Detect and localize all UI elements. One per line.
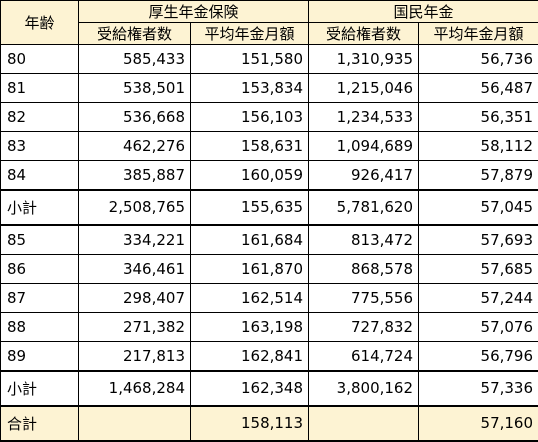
age-cell: 82 (0, 101, 79, 132)
value-cell: 162,348 (189, 369, 310, 407)
header-row: 年齢 厚生年金保険 国民年金 (0, 0, 538, 45)
value-cell: 813,472 (308, 224, 420, 255)
value-cell: 926,417 (308, 159, 420, 191)
table-row: 82 536,668 156,103 1,234,533 56,351 (0, 101, 538, 132)
value-cell: 614,724 (308, 340, 420, 372)
age-cell: 80 (0, 44, 79, 74)
table-row: 84 385,887 160,059 926,417 57,879 (0, 159, 538, 191)
table-row: 87 298,407 162,514 775,556 57,244 (0, 282, 538, 313)
value-cell: 536,668 (78, 101, 191, 132)
value-cell: 868,578 (308, 253, 420, 284)
group-header: 厚生年金保険 (77, 0, 310, 23)
column-header: 受給権者数 (78, 22, 191, 45)
value-cell: 1,215,046 (308, 72, 420, 103)
table-row: 81 538,501 153,834 1,215,046 56,487 (0, 72, 538, 103)
age-cell: 84 (0, 159, 79, 191)
value-cell: 5,781,620 (308, 188, 420, 226)
value-cell: 271,382 (78, 311, 191, 342)
value-cell: 385,887 (78, 159, 191, 191)
value-cell (78, 404, 191, 442)
table-body: 80 585,433 151,580 1,310,935 56,736 81 538,501… (0, 44, 538, 442)
table-row: 小計 1,468,284 162,348 3,800,162 57,336 (0, 369, 538, 407)
value-cell: 462,276 (78, 130, 191, 161)
value-cell: 161,870 (189, 253, 310, 284)
column-header: 平均年金月額 (418, 22, 538, 45)
value-cell: 160,059 (189, 159, 310, 191)
value-cell: 56,736 (418, 44, 538, 74)
header-row: 受給権者数 平均年金月額 受給権者数 平均年金月額 (1, 22, 538, 45)
value-cell: 57,045 (418, 188, 538, 226)
table-row: 88 271,382 163,198 727,832 57,076 (0, 311, 538, 342)
table-header: 年齢 厚生年金保険 国民年金 受給権者数 平均年金月額 受給権者数 平均年金月額 (0, 0, 538, 45)
value-cell: 1,310,935 (308, 44, 420, 74)
table-row: 83 462,276 158,631 1,094,689 58,112 (0, 130, 538, 161)
table-row: 86 346,461 161,870 868,578 57,685 (0, 253, 538, 284)
value-cell: 153,834 (189, 72, 310, 103)
age-cell: 87 (0, 282, 79, 313)
value-cell: 162,514 (189, 282, 310, 313)
value-cell: 163,198 (189, 311, 310, 342)
age-cell: 83 (0, 130, 79, 161)
value-cell: 727,832 (308, 311, 420, 342)
value-cell: 775,556 (308, 282, 420, 313)
value-cell: 158,113 (189, 404, 310, 442)
column-header: 受給権者数 (308, 22, 420, 45)
value-cell: 334,221 (78, 224, 191, 255)
table-row: 合計 158,113 57,160 (0, 404, 538, 442)
table-row: 89 217,813 162,841 614,724 56,796 (0, 340, 538, 372)
value-cell: 217,813 (78, 340, 191, 372)
group-header: 国民年金 (308, 0, 538, 23)
table-row: 85 334,221 161,684 813,472 57,693 (0, 224, 538, 255)
age-cell: 合計 (0, 404, 79, 442)
value-cell: 57,160 (418, 404, 538, 442)
value-cell: 155,635 (189, 188, 310, 226)
value-cell: 57,693 (418, 224, 538, 255)
value-cell: 162,841 (189, 340, 310, 372)
table-row: 80 585,433 151,580 1,310,935 56,736 (0, 44, 538, 74)
age-cell: 85 (0, 224, 79, 255)
value-cell: 56,351 (418, 101, 538, 132)
value-cell: 57,336 (418, 369, 538, 407)
value-cell: 56,487 (418, 72, 538, 103)
value-cell: 538,501 (78, 72, 191, 103)
value-cell: 57,685 (418, 253, 538, 284)
value-cell: 1,094,689 (308, 130, 420, 161)
value-cell: 57,244 (418, 282, 538, 313)
value-cell (308, 404, 420, 442)
age-cell: 81 (0, 72, 79, 103)
value-cell: 57,879 (418, 159, 538, 191)
column-header: 平均年金月額 (189, 22, 310, 45)
age-cell: 小計 (0, 369, 79, 407)
table-row: 小計 2,508,765 155,635 5,781,620 57,045 (0, 188, 538, 226)
value-cell: 346,461 (78, 253, 191, 284)
age-cell: 89 (0, 340, 79, 372)
age-cell: 88 (0, 311, 79, 342)
value-cell: 57,076 (418, 311, 538, 342)
value-cell: 3,800,162 (308, 369, 420, 407)
value-cell: 161,684 (189, 224, 310, 255)
value-cell: 1,234,533 (308, 101, 420, 132)
value-cell: 58,112 (418, 130, 538, 161)
age-cell: 小計 (0, 188, 79, 226)
value-cell: 158,631 (189, 130, 310, 161)
value-cell: 298,407 (78, 282, 191, 313)
value-cell: 156,103 (189, 101, 310, 132)
value-cell: 2,508,765 (78, 188, 191, 226)
value-cell: 585,433 (78, 44, 191, 74)
value-cell: 56,796 (418, 340, 538, 372)
value-cell: 151,580 (189, 44, 310, 74)
age-header: 年齢 (0, 0, 79, 45)
value-cell: 1,468,284 (78, 369, 191, 407)
age-cell: 86 (0, 253, 79, 284)
